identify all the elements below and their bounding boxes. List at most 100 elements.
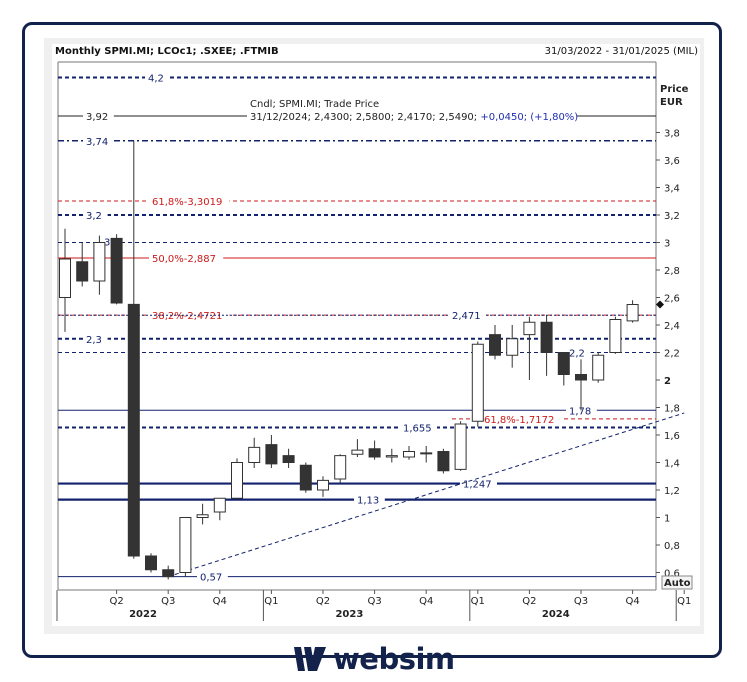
candle-up <box>420 452 433 455</box>
websim-logo-text: websim <box>333 642 455 676</box>
info-change: +0,0450; (+1,80%) <box>480 112 578 123</box>
reference-line-label: 1,655 <box>403 423 432 434</box>
candle-up <box>403 451 415 458</box>
y-tick-label: 1,4 <box>664 459 680 470</box>
x-quarter-label: Q1 <box>264 596 278 607</box>
reference-line-label: 4,2 <box>148 74 164 85</box>
candle-down <box>162 569 175 578</box>
reference-line-label: 2,471 <box>452 311 481 322</box>
candle-down <box>282 455 295 463</box>
last-price-marker <box>656 300 664 309</box>
y-unit-currency: EUR <box>660 97 683 108</box>
candle-up <box>248 446 261 463</box>
reference-line-label: 2,2 <box>569 349 585 360</box>
candle-down <box>557 352 570 375</box>
candle-down <box>368 448 381 458</box>
reference-line-label: 1,13 <box>357 496 379 507</box>
candle-down <box>540 321 553 353</box>
reference-label-bg <box>83 209 108 221</box>
x-quarter-label: Q2 <box>316 596 330 607</box>
reference-label-bg <box>149 194 230 207</box>
trendline <box>168 412 685 578</box>
info-line-1: Cndl; SPMI.MI; Trade Price <box>250 99 379 110</box>
candle-up <box>592 354 605 381</box>
reference-line-label: 3 <box>104 238 110 249</box>
reference-line-label: 50,0%-2,887 <box>152 254 216 265</box>
reference-label-bg <box>197 570 228 583</box>
reference-label-bg <box>481 412 562 425</box>
candle-down <box>299 464 312 491</box>
reference-line-label: 1,78 <box>569 406 591 417</box>
y-tick-label: 1 <box>664 514 670 525</box>
y-tick-label: 2,2 <box>664 349 680 360</box>
auto-scale-button-bg <box>661 575 693 590</box>
info-line-2: 31/12/2024; 2,4300; 2,5800; 2,4170; 2,54… <box>250 112 578 123</box>
candle-up <box>609 319 622 353</box>
reference-label-bg <box>83 332 108 345</box>
x-quarter-label: Q2 <box>522 596 536 607</box>
candle-up <box>196 514 209 518</box>
y-tick-label: 3,4 <box>664 184 680 195</box>
x-quarter-label: Q3 <box>574 596 588 607</box>
reference-label-bg <box>149 252 224 265</box>
candle-up <box>506 338 519 356</box>
candle-down <box>575 374 587 381</box>
candle-up <box>317 479 329 491</box>
reference-label-bg <box>449 309 486 322</box>
candle-up <box>626 304 639 322</box>
y-tick-label: 2 <box>664 376 671 387</box>
candle-up <box>454 423 467 470</box>
reference-line-label: 3,2 <box>86 211 102 222</box>
x-quarter-label: Q3 <box>367 596 381 607</box>
y-tick-label: 3,6 <box>664 156 680 167</box>
y-tick-label: 0,8 <box>664 541 680 552</box>
candle-up <box>231 462 243 499</box>
x-year-label: 2024 <box>542 609 570 620</box>
reference-line-label: 2,3 <box>86 335 102 346</box>
y-tick-label: 1,2 <box>664 486 680 497</box>
info-values: 31/12/2024; 2,4300; 2,5800; 2,4170; 2,54… <box>250 112 480 123</box>
candle-down <box>437 451 450 472</box>
y-tick-label: 2,8 <box>664 266 680 277</box>
reference-label-bg <box>83 134 114 147</box>
reference-label-bg <box>83 110 114 122</box>
reference-line-label: 61,8%-1,7172 <box>484 415 554 426</box>
reference-label-bg <box>460 477 497 490</box>
x-quarter-label: Q4 <box>625 596 639 607</box>
candle-down <box>76 261 89 282</box>
candle-up <box>213 497 226 513</box>
y-tick-label: 3,2 <box>664 211 680 222</box>
websim-logo-icon <box>294 647 326 671</box>
candle-up <box>59 258 71 298</box>
y-tick-label: 3 <box>664 239 670 250</box>
y-tick-label: 3,8 <box>664 129 680 140</box>
x-quarter-label: Q2 <box>109 596 123 607</box>
candle-up <box>351 449 364 455</box>
date-range: 31/03/2022 - 31/01/2025 (MIL) <box>544 46 698 57</box>
chart-title: Monthly SPMI.MI; LCOc1; .SXEE; .FTMIB <box>55 46 279 57</box>
x-quarter-label: Q4 <box>213 596 227 607</box>
x-year-label: 2022 <box>129 609 157 620</box>
y-tick-label: 0,6 <box>664 569 680 580</box>
x-quarter-label: Q1 <box>677 596 691 607</box>
reference-line-label: 3,74 <box>86 137 108 148</box>
candle-down <box>127 303 140 557</box>
candle-up <box>179 517 192 573</box>
candle-up <box>471 343 484 422</box>
y-tick-label: 2,4 <box>664 321 680 332</box>
candle-down <box>265 444 278 465</box>
reference-line-label: 1,247 <box>463 480 492 491</box>
reference-label-bg <box>149 309 230 322</box>
reference-label-bg <box>400 421 437 434</box>
candle-down <box>489 334 501 356</box>
candle-up <box>334 455 347 480</box>
x-quarter-label: Q4 <box>419 596 433 607</box>
reference-line-label: 61,8%-3,3019 <box>152 197 222 208</box>
reference-line-label: 38,2%-2,4721 <box>152 311 222 322</box>
reference-line-label: 3,92 <box>86 112 108 123</box>
y-tick-label: 1,8 <box>664 404 680 415</box>
reference-label-bg <box>566 346 591 359</box>
candle-up <box>523 321 536 336</box>
y-unit-price: Price <box>660 84 689 95</box>
